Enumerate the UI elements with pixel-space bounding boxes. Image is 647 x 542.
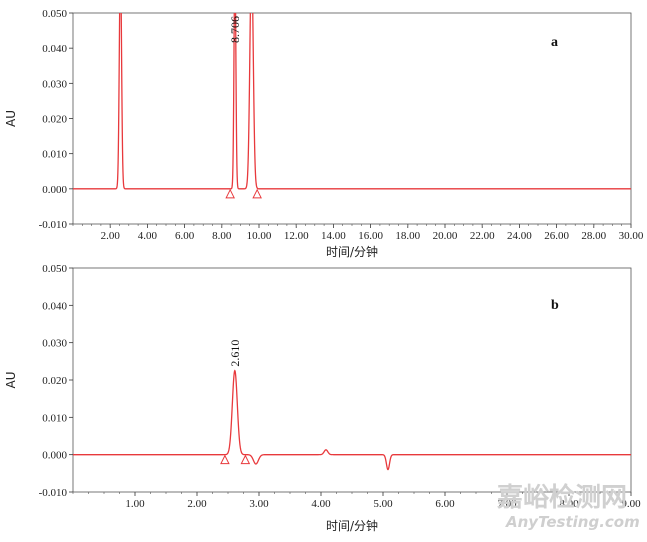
panel-b-plot-frame [72, 267, 632, 493]
panel-a-chromatogram-trace [73, 13, 631, 190]
panel-a-x-tick-label: 6.00 [175, 230, 195, 242]
panel-a-x-tick-label: 4.00 [138, 230, 158, 242]
panel-a-x-tick-label: 2.00 [101, 230, 121, 242]
panel-a-x-tick-label: 18.00 [395, 230, 420, 242]
panel-a-x-tick-label: 30.00 [619, 230, 644, 242]
panel-a-y-tick-label: 0.010 [42, 149, 67, 161]
watermark-text-cn: 嘉峪检测网 [497, 482, 627, 513]
panel-b-x-tick-label: 5.00 [373, 498, 393, 510]
panel-a-y-tick-label: 0.000 [42, 184, 67, 196]
panel-b-integration-marker [240, 454, 251, 465]
panel-b-y-tick-label: 0.020 [42, 375, 67, 387]
panel-b-y-tick-label: 0.000 [42, 450, 67, 462]
panel-b-x-tick-label: 8.00 [559, 498, 579, 510]
panel-a-y-tick-label: 0.030 [42, 78, 67, 90]
panel-b-x-tick-label: 3.00 [249, 498, 269, 510]
panel-a-peak-label: 8.706 [228, 16, 242, 43]
panel-b-y-tick-label: 0.030 [42, 338, 67, 350]
panel-b-y-tick-label: 0.040 [42, 300, 67, 312]
panel-b-x-tick-label: 4.00 [311, 498, 331, 510]
panel-a-x-tick-label: 22.00 [470, 230, 495, 242]
panel-b-y-tick-label: -0.010 [39, 487, 68, 499]
panel-a-x-tick-label: 24.00 [507, 230, 532, 242]
panel-a-x-tick-label: 26.00 [544, 230, 569, 242]
panel-b-integration-marker [220, 454, 230, 465]
panel-b-x-tick-label: 1.00 [125, 498, 145, 510]
panel-b-chromatogram-trace [73, 369, 631, 471]
panel-a-x-tick-label: 16.00 [358, 230, 383, 242]
panel-b-y-tick-label: 0.050 [42, 263, 67, 275]
panel-b-panel-label: b [551, 298, 559, 313]
panel-b-x-tick-label: 7.00 [497, 498, 517, 510]
panel-a-x-tick-label: 12.00 [284, 230, 309, 242]
watermark: 嘉峪检测网 AnyTesting.com [497, 482, 640, 531]
panel-b-peak-label: 2.610 [228, 340, 242, 367]
chromatogram-panel-b: -0.010 0.000 0.010 0.020 0.030 0.040 0.050 1.00… [4, 263, 641, 533]
panel-a-y-tick-label: 0.020 [42, 114, 67, 126]
panel-a-y-axis-label: AU [4, 110, 18, 127]
panel-b-y-axis-label: AU [4, 372, 18, 389]
panel-a-x-tick-label: 14.00 [321, 230, 346, 242]
chromatogram-panel-a: -0.010 0.000 0.010 0.020 0.030 0.040 0.050 2.00… [4, 8, 644, 259]
panel-a-x-axis-label: 时间/分钟 [326, 244, 378, 259]
watermark-text-en: AnyTesting.com [505, 513, 640, 531]
panel-a-integration-marker [252, 188, 262, 199]
panel-b-x-tick-label: 6.00 [435, 498, 455, 510]
panel-b-y-tick-label: 0.010 [42, 412, 67, 424]
panel-a-y-tick-label: 0.040 [42, 43, 67, 55]
panel-a-y-tick-label: -0.010 [39, 219, 68, 231]
panel-b-x-axis-label: 时间/分钟 [326, 518, 378, 533]
panel-b-x-tick-label: 9.00 [621, 498, 641, 510]
panel-a-plot-frame [72, 12, 632, 225]
panel-a-x-tick-label: 8.00 [212, 230, 232, 242]
panel-b-x-tick-label: 2.00 [187, 498, 207, 510]
panel-a-panel-label: a [551, 35, 558, 50]
panel-a-x-tick-label: 28.00 [581, 230, 606, 242]
panel-a-integration-marker [225, 188, 235, 199]
panel-a-y-tick-label: 0.050 [42, 8, 67, 20]
panel-a-x-tick-label: 20.00 [433, 230, 458, 242]
panel-a-x-tick-label: 10.00 [247, 230, 272, 242]
